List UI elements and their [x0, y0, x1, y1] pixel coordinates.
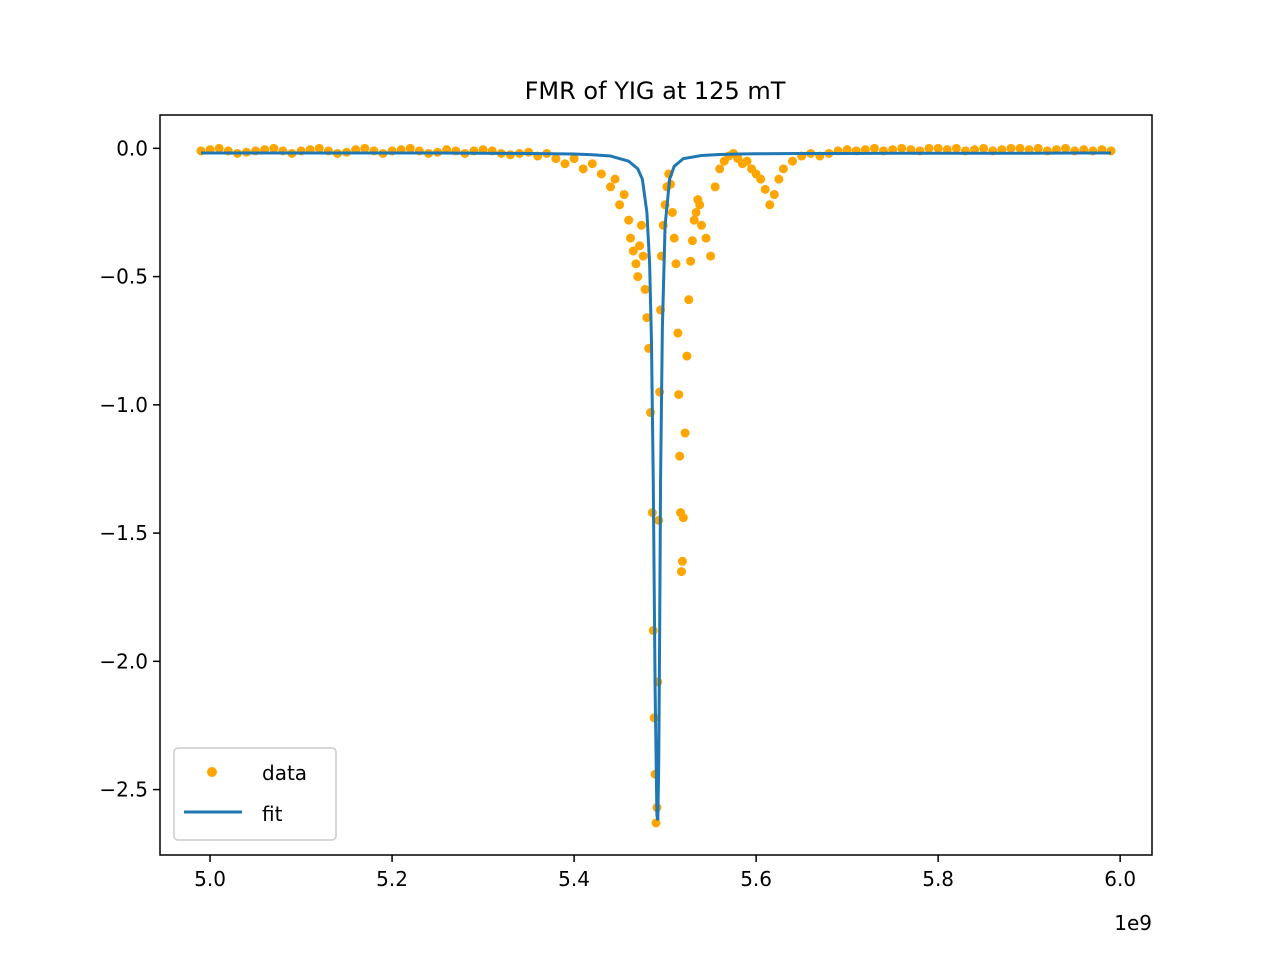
- data-point: [640, 284, 650, 294]
- data-point: [1061, 143, 1071, 153]
- x-tick-label: 5.0: [194, 867, 226, 891]
- y-axis-ticks: 0.0 −0.5 −1.0 −1.5 −2.0 −2.5: [99, 136, 160, 802]
- data-point: [674, 390, 684, 400]
- data-point: [578, 164, 588, 174]
- data-point: [933, 143, 943, 153]
- data-point: [677, 556, 687, 566]
- data-point: [691, 207, 701, 217]
- legend-label-data: data: [262, 761, 307, 785]
- data-point: [697, 220, 706, 230]
- x-tick-label: 5.8: [922, 867, 954, 891]
- data-point: [560, 159, 570, 169]
- data-point: [269, 143, 279, 153]
- data-point: [673, 328, 683, 338]
- y-tick-label: −0.5: [99, 265, 148, 289]
- data-point: [671, 259, 681, 269]
- data-point: [715, 164, 725, 174]
- data-point: [615, 200, 625, 210]
- x-tick-label: 6.0: [1104, 867, 1136, 891]
- data-point: [774, 174, 784, 184]
- data-point: [654, 515, 664, 525]
- data-point: [897, 143, 907, 153]
- data-point: [626, 233, 636, 243]
- data-point: [638, 251, 648, 261]
- legend-label-fit: fit: [262, 802, 283, 826]
- data-point: [756, 174, 766, 184]
- data-point: [1006, 143, 1016, 153]
- data-point: [667, 207, 677, 217]
- data-point: [631, 259, 641, 269]
- legend: data fit: [173, 747, 337, 841]
- data-point: [686, 256, 696, 266]
- data-point: [675, 451, 685, 461]
- data-point: [642, 313, 652, 323]
- fit-series-line: [200, 151, 1112, 821]
- data-point: [678, 513, 688, 523]
- data-point: [760, 184, 770, 194]
- data-point: [701, 233, 711, 243]
- data-point: [869, 143, 879, 153]
- data-point: [695, 200, 705, 210]
- data-point: [636, 220, 646, 230]
- data-point: [689, 215, 699, 225]
- data-point: [979, 143, 989, 153]
- data-point: [1015, 143, 1025, 153]
- data-point: [676, 567, 686, 577]
- data-point: [587, 159, 597, 169]
- data-point: [596, 169, 606, 179]
- data-point: [606, 182, 615, 192]
- data-point: [633, 272, 643, 282]
- data-point: [788, 156, 798, 166]
- data-point: [405, 143, 415, 153]
- plot-area: [196, 143, 1116, 828]
- data-point: [669, 233, 679, 243]
- data-point: [742, 156, 752, 166]
- legend-marker-data: [207, 767, 217, 777]
- data-point: [924, 143, 934, 153]
- data-point: [684, 295, 694, 305]
- legend-box: [173, 747, 337, 841]
- y-tick-label: −1.0: [99, 393, 148, 417]
- x-tick-label: 5.2: [376, 867, 408, 891]
- data-point: [778, 164, 788, 174]
- y-tick-label: −1.5: [99, 521, 148, 545]
- data-point: [624, 215, 634, 225]
- data-point: [314, 143, 324, 153]
- data-point: [635, 241, 645, 251]
- y-tick-label: −2.5: [99, 778, 148, 802]
- y-tick-label: −2.0: [99, 649, 148, 673]
- y-tick-label: 0.0: [116, 136, 148, 160]
- data-point: [706, 251, 716, 261]
- data-point: [951, 143, 961, 153]
- data-point: [214, 143, 224, 153]
- data-point: [687, 236, 697, 246]
- data-point: [765, 200, 775, 210]
- x-tick-label: 5.4: [558, 867, 590, 891]
- chart-title: FMR of YIG at 125 mT: [525, 77, 786, 105]
- data-point: [360, 143, 370, 153]
- data-point: [769, 190, 779, 200]
- x-axis-offset-label: 1e9: [1114, 911, 1152, 935]
- data-point: [842, 145, 852, 155]
- data-point: [651, 818, 661, 828]
- x-tick-label: 5.6: [740, 867, 772, 891]
- data-point: [619, 190, 629, 200]
- data-point: [551, 154, 561, 164]
- data-point: [680, 428, 690, 438]
- data-point: [628, 246, 638, 256]
- data-point: [1033, 143, 1043, 153]
- x-axis-ticks: 5.0 5.2 5.4 5.6 5.8 6.0: [194, 855, 1136, 891]
- data-point: [710, 182, 720, 192]
- data-point: [682, 351, 692, 361]
- axes-frame: [159, 114, 1153, 856]
- data-point: [569, 154, 579, 164]
- data-point: [610, 174, 620, 184]
